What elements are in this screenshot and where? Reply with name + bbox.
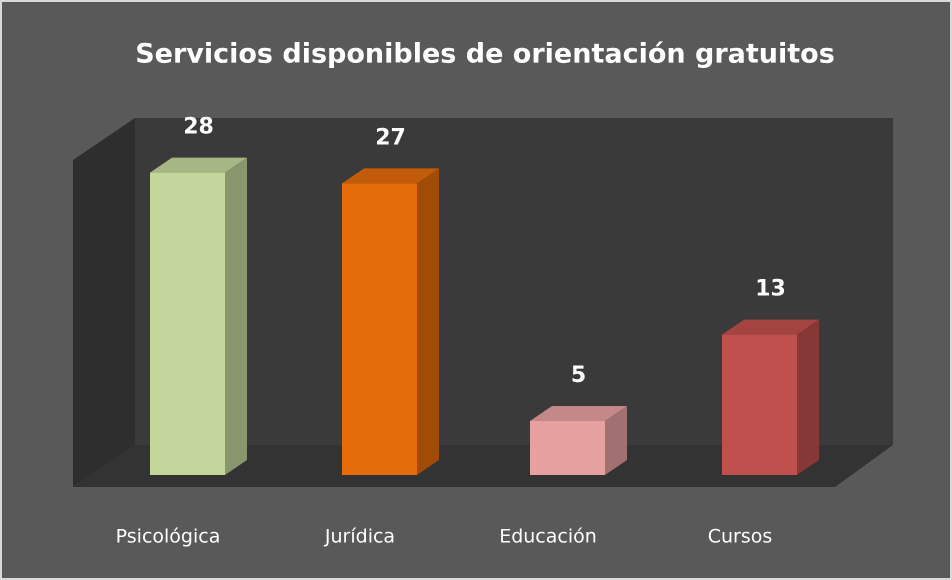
bar-top [342,168,439,184]
value-label: 28 [183,115,214,140]
bar-side [225,157,247,475]
chart-title: Servicios disponibles de orientación gra… [135,39,835,70]
bar [150,172,225,475]
bar-top [722,319,819,335]
bar [342,183,417,475]
x-tick-label: Educación [499,526,597,548]
bar [722,334,797,475]
side-wall [73,118,135,487]
bar-side [605,406,627,475]
bar [530,421,605,475]
value-label: 27 [375,125,406,150]
value-label: 5 [571,363,586,388]
x-tick-label: Psicológica [116,526,221,548]
back-wall [135,118,893,445]
bar-top [530,406,627,421]
bar-side [797,319,819,475]
x-tick-label: Jurídica [324,526,395,548]
x-tick-label: Cursos [708,526,773,548]
value-label: 13 [755,277,786,302]
bar-top [150,157,247,173]
bar-side [417,168,439,475]
floor [73,445,893,487]
